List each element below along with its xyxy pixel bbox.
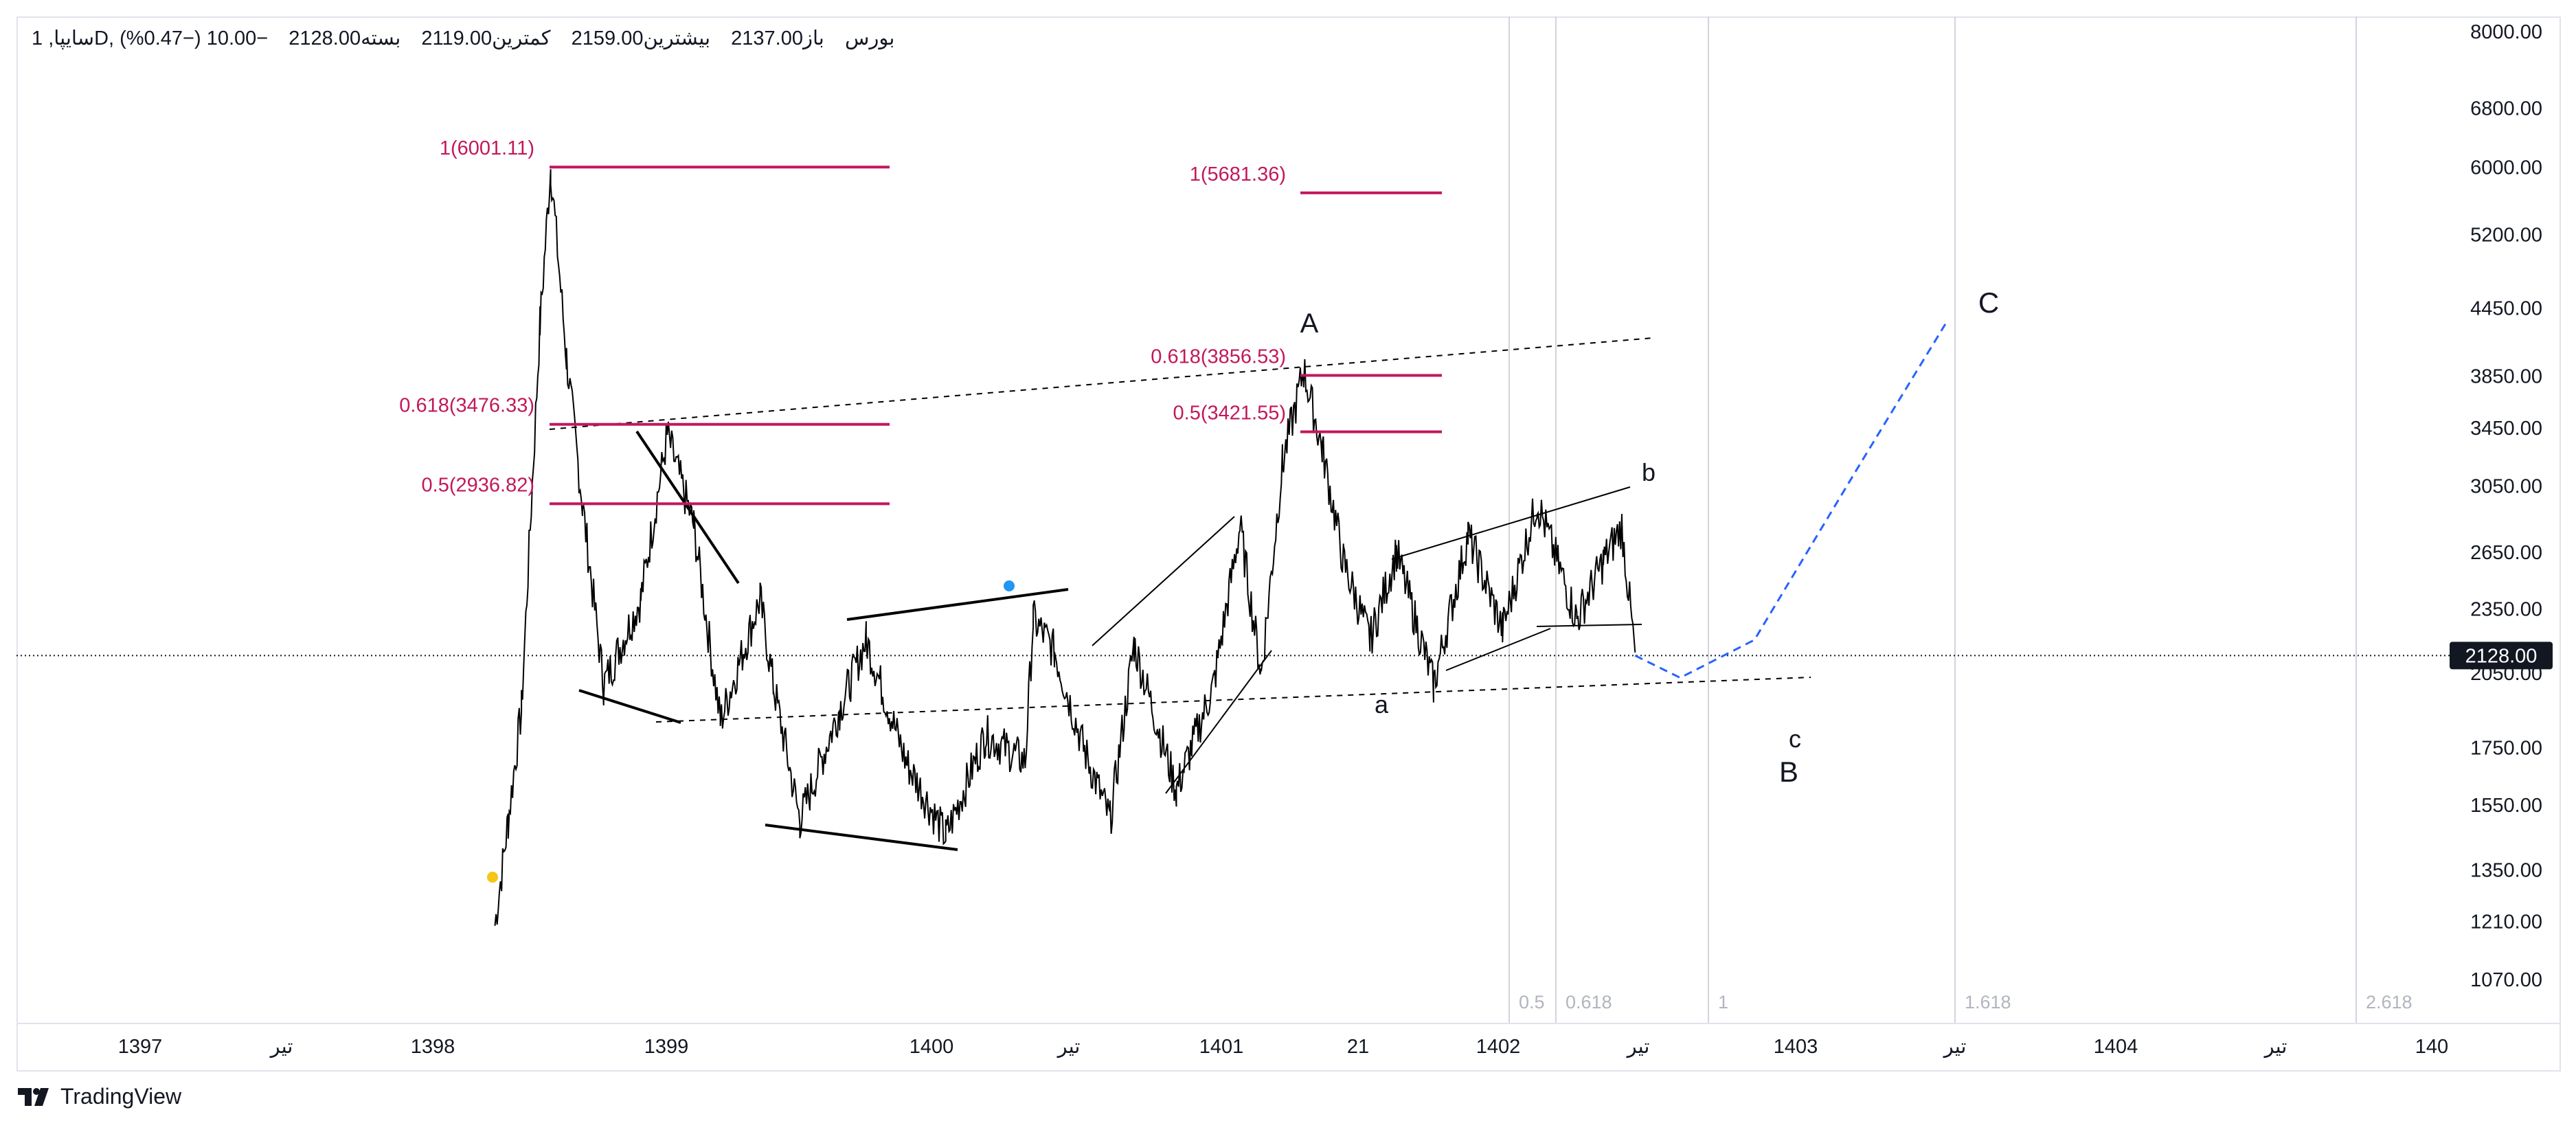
fib-level-label: 0.618(3856.53) xyxy=(1151,346,1286,368)
time-fib-label: 0.618 xyxy=(1566,992,1612,1012)
time-fib-label: 2.618 xyxy=(2366,992,2413,1012)
ohlc-legend: سایپا, 1D, بورس باز2137.00 بیشترین2159.0… xyxy=(32,26,909,50)
x-tick-label: 1399 xyxy=(644,1036,689,1058)
channel-line[interactable] xyxy=(1165,650,1272,794)
y-tick-label: 6000.00 xyxy=(2470,157,2542,179)
channel-line[interactable] xyxy=(1092,516,1235,646)
legend-open: باز2137.00 xyxy=(731,27,824,49)
axes xyxy=(16,655,2561,1024)
price-axis[interactable]: 8000.00 6800.00 6000.00 5200.00 4450.00 3850.… xyxy=(2450,21,2553,991)
wave-label: C xyxy=(1978,286,1999,319)
channel-line[interactable] xyxy=(765,824,958,851)
y-tick-label: 3450.00 xyxy=(2470,418,2542,440)
fib-level-label: 0.618(3476.33) xyxy=(399,395,534,417)
last-price-tag-label: 2128.00 xyxy=(2465,645,2538,667)
x-tick-label: 1403 xyxy=(1774,1036,1818,1058)
channel-line[interactable] xyxy=(1536,624,1642,627)
legend-close: بسته2128.00 xyxy=(289,27,401,49)
trend-line[interactable] xyxy=(549,337,1653,430)
y-tick-label: 1350.00 xyxy=(2470,860,2542,882)
tradingview-logo-icon xyxy=(18,1087,49,1106)
time-fib-lines: 0.5 0.618 1 1.618 2.618 xyxy=(1509,16,2413,1023)
x-tick-label: تیر xyxy=(1057,1036,1081,1059)
time-fib-label: 1.618 xyxy=(1965,992,2011,1012)
marker-dot-yellow xyxy=(487,872,498,883)
wave-label: b xyxy=(1642,458,1656,486)
price-line xyxy=(494,169,1636,926)
y-tick-label: 1070.00 xyxy=(2470,969,2542,991)
x-tick-label: 1398 xyxy=(411,1036,455,1058)
y-tick-label: 5200.00 xyxy=(2470,224,2542,246)
wave-label: B xyxy=(1779,756,1798,788)
legend-change: −10.00 (−0.47%) xyxy=(120,27,269,49)
fib-level-label: 0.5(3421.55) xyxy=(1173,403,1286,424)
y-tick-label: 2350.00 xyxy=(2470,598,2542,620)
y-tick-label: 1550.00 xyxy=(2470,795,2542,817)
time-axis[interactable]: 1397 تیر 1398 1399 1400 تیر 1401 21 1402 تیر 1403 ت… xyxy=(118,1036,2448,1059)
price-series xyxy=(487,169,1636,926)
y-tick-label: 4450.00 xyxy=(2470,297,2542,319)
y-tick-label: 3850.00 xyxy=(2470,366,2542,388)
tradingview-brand[interactable]: TradingView xyxy=(18,1084,181,1109)
legend-high: بیشترین2159.00 xyxy=(571,27,711,49)
last-price-tag xyxy=(2450,642,2553,670)
channel-line[interactable] xyxy=(846,588,1069,621)
wave-label: A xyxy=(1300,308,1319,339)
wave-label: c xyxy=(1789,725,1801,753)
x-tick-label: 1397 xyxy=(118,1036,163,1058)
x-tick-label: تیر xyxy=(2263,1036,2287,1059)
channel-line[interactable] xyxy=(1391,486,1631,560)
x-tick-label: تیر xyxy=(1943,1036,1967,1059)
channel-line[interactable] xyxy=(1445,628,1551,671)
legend-symbol[interactable]: سایپا, 1D, بورس xyxy=(32,27,895,49)
drawings[interactable] xyxy=(549,324,1947,851)
y-tick-label: 6800.00 xyxy=(2470,98,2542,120)
wedge-line[interactable] xyxy=(578,689,681,724)
x-tick-label: 1402 xyxy=(1476,1036,1521,1058)
fib-level-label: 1(5681.36) xyxy=(1190,163,1286,185)
time-fib-label: 1 xyxy=(1718,992,1728,1012)
wave-label: a xyxy=(1375,690,1389,718)
wave-labels: Ab a cB C xyxy=(1300,286,2000,788)
y-tick-label: 1210.00 xyxy=(2470,912,2542,933)
trend-line[interactable] xyxy=(655,677,1811,723)
wedge-line[interactable] xyxy=(635,430,740,585)
x-tick-label: تیر xyxy=(269,1036,293,1059)
projection-path xyxy=(1634,324,1947,679)
x-tick-label: تیر xyxy=(1626,1036,1650,1059)
y-tick-label: 2650.00 xyxy=(2470,542,2542,564)
y-tick-label: 3050.00 xyxy=(2470,475,2542,497)
time-fib-label: 0.5 xyxy=(1519,992,1545,1012)
legend-low: کمترین2119.00 xyxy=(421,27,551,49)
chart-frame xyxy=(16,16,2561,1072)
x-tick-label: 140 xyxy=(2415,1036,2448,1058)
x-tick-label: 21 xyxy=(1347,1036,1369,1058)
fib-level-label: 0.5(2936.82) xyxy=(422,474,534,496)
fib-level-label: 1(6001.11) xyxy=(440,137,534,159)
x-tick-label: 1400 xyxy=(909,1036,954,1058)
y-tick-label: 1750.00 xyxy=(2470,738,2542,760)
marker-dot-blue xyxy=(1004,580,1015,591)
x-tick-label: 1404 xyxy=(2094,1036,2138,1058)
y-tick-label: 8000.00 xyxy=(2470,21,2542,43)
x-tick-label: 1401 xyxy=(1199,1036,1244,1058)
fib-levels[interactable]: 1(6001.11) 0.618(3476.33) 0.5(2936.82) 1(56… xyxy=(399,137,1442,506)
brand-label: TradingView xyxy=(60,1084,182,1109)
